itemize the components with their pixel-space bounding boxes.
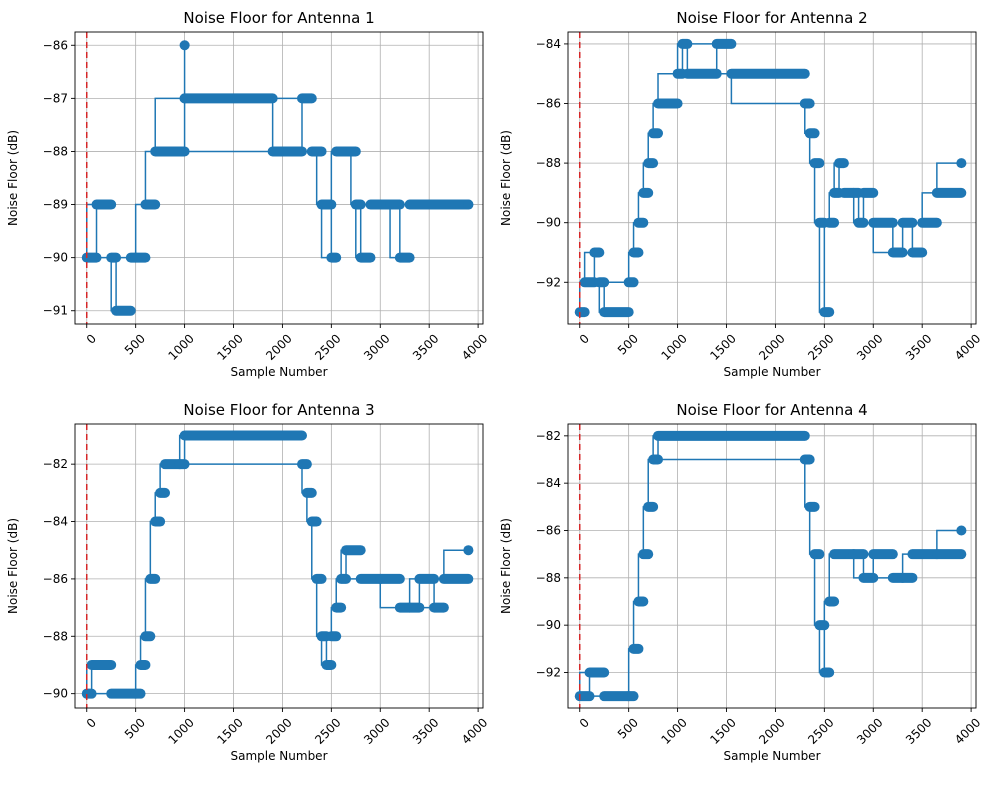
series-line-0 (578, 435, 962, 697)
y-tick-label-0: −92 (536, 275, 561, 289)
x-tick-label-8: 4000 (459, 331, 490, 362)
x-tick-label-8: 4000 (952, 331, 983, 362)
x-axis-label: Sample Number (230, 365, 327, 379)
plot-frame (74, 423, 484, 709)
x-tick-label-0: 0 (84, 715, 99, 730)
chart-panel-1: 0 500 1000 1500 2000 2500 3000 3500 4000 −91 −90 −8… (6, 9, 490, 379)
x-tick-label-7: 3500 (410, 715, 441, 746)
plot-area (574, 32, 967, 324)
y-tick-label-3: −84 (43, 515, 68, 529)
y-tick-label-2: −88 (536, 571, 561, 585)
x-tick-label-6: 3000 (854, 715, 885, 746)
x-tick-label-5: 2500 (312, 331, 343, 362)
x-tick-label-6: 3000 (361, 715, 392, 746)
y-tick-label-3: −86 (536, 524, 561, 538)
y-tick-label-2: −89 (43, 198, 68, 212)
x-tick-label-5: 2500 (805, 715, 836, 746)
x-tick-label-2: 1000 (658, 331, 689, 362)
y-tick-label-4: −82 (43, 457, 68, 471)
x-tick-label-8: 4000 (459, 715, 490, 746)
chart-title: Noise Floor for Antenna 4 (676, 401, 867, 419)
plot-area (574, 424, 967, 708)
x-tick-label-3: 1500 (707, 715, 738, 746)
x-tick-label-8: 4000 (952, 715, 983, 746)
x-tick-label-4: 2000 (756, 715, 787, 746)
y-tick-label-0: −92 (536, 666, 561, 680)
plot-frame (74, 31, 484, 325)
series-line-0 (85, 434, 469, 695)
chart-panel-2: 0 500 1000 1500 2000 2500 3000 3500 4000 −92 −90 −8… (499, 9, 983, 379)
y-tick-label-4: −87 (43, 91, 68, 105)
x-axis-label: Sample Number (230, 749, 327, 763)
y-tick-label-0: −91 (43, 304, 68, 318)
x-tick-label-1: 500 (122, 331, 148, 357)
y-tick-label-1: −90 (536, 216, 561, 230)
x-tick-label-7: 3500 (903, 331, 934, 362)
y-tick-label-5: −86 (43, 38, 68, 52)
plot-frame (567, 31, 977, 325)
plot-area (81, 424, 474, 708)
y-tick-label-1: −88 (43, 629, 68, 643)
y-tick-label-1: −90 (536, 618, 561, 632)
y-tick-label-2: −86 (43, 572, 68, 586)
y-tick-label-5: −82 (536, 429, 561, 443)
x-tick-label-6: 3000 (854, 331, 885, 362)
y-tick-label-2: −88 (536, 156, 561, 170)
x-tick-label-0: 0 (84, 331, 99, 346)
y-axis-label: Noise Floor (dB) (6, 130, 20, 226)
y-tick-label-4: −84 (536, 37, 561, 51)
y-tick-label-1: −90 (43, 251, 68, 265)
y-tick-label-3: −88 (43, 144, 68, 158)
x-tick-label-4: 2000 (263, 331, 294, 362)
x-tick-label-2: 1000 (165, 715, 196, 746)
x-tick-label-2: 1000 (165, 331, 196, 362)
series-line-0 (578, 43, 962, 313)
y-axis-label: Noise Floor (dB) (6, 518, 20, 614)
chart-title: Noise Floor for Antenna 3 (183, 401, 374, 419)
plot-frame (567, 423, 977, 709)
x-tick-label-1: 500 (615, 331, 641, 357)
x-tick-label-4: 2000 (756, 331, 787, 362)
chart-title: Noise Floor for Antenna 2 (676, 9, 867, 27)
chart-panel-4: 0 500 1000 1500 2000 2500 3000 3500 4000 −92 −90 −8… (499, 401, 983, 763)
x-tick-label-7: 3500 (410, 331, 441, 362)
x-tick-label-0: 0 (577, 331, 592, 346)
y-axis-label: Noise Floor (dB) (499, 518, 513, 614)
x-tick-label-1: 500 (122, 715, 148, 741)
y-tick-label-0: −90 (43, 687, 68, 701)
x-tick-label-3: 1500 (707, 331, 738, 362)
x-tick-label-5: 2500 (805, 331, 836, 362)
x-axis-label: Sample Number (723, 749, 820, 763)
y-axis-label: Noise Floor (dB) (499, 130, 513, 226)
plot-area (81, 32, 474, 324)
x-tick-label-3: 1500 (214, 715, 245, 746)
x-tick-label-0: 0 (577, 715, 592, 730)
x-tick-label-3: 1500 (214, 331, 245, 362)
y-tick-label-3: −86 (536, 97, 561, 111)
x-axis-label: Sample Number (723, 365, 820, 379)
chart-title: Noise Floor for Antenna 1 (183, 9, 374, 27)
x-tick-label-6: 3000 (361, 331, 392, 362)
x-tick-label-7: 3500 (903, 715, 934, 746)
series-line-0 (85, 45, 469, 312)
x-tick-label-2: 1000 (658, 715, 689, 746)
chart-panel-3: 0 500 1000 1500 2000 2500 3000 3500 4000 −90 −88 −8… (6, 401, 490, 763)
x-tick-label-5: 2500 (312, 715, 343, 746)
x-tick-label-4: 2000 (263, 715, 294, 746)
x-tick-label-1: 500 (615, 715, 641, 741)
y-tick-label-4: −84 (536, 476, 561, 490)
